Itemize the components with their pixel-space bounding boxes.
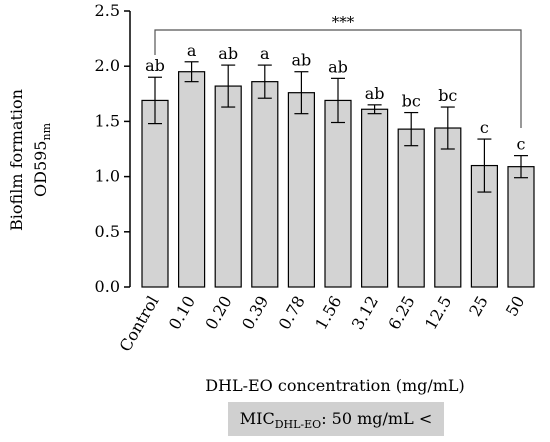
- y-tick-label: 1.5: [95, 111, 120, 130]
- bar: [287, 92, 315, 288]
- letter-label: bc: [402, 92, 421, 111]
- letter-label: ab: [218, 44, 238, 63]
- x-tick-label: 0.10: [165, 293, 199, 333]
- x-axis-label: DHL-EO concentration (mg/mL): [205, 376, 465, 395]
- x-tick-labels: Control 0.10 0.20 0.39 0.78 1.56 3.12 6.25 12.5 2…: [116, 293, 529, 355]
- y-axis-label-sub: nm: [40, 122, 53, 140]
- x-tick-label: 12.5: [421, 293, 455, 333]
- bar: [434, 127, 462, 288]
- letter-label: c: [480, 118, 489, 137]
- y-tick-label: 0.5: [95, 222, 120, 241]
- y-axis-label-main: OD595: [31, 141, 50, 197]
- y-tick-label: 0.0: [95, 277, 120, 296]
- letter-label: ab: [328, 57, 348, 76]
- letter-label: a: [260, 44, 270, 63]
- bracket-line: [154, 29, 522, 128]
- y-axis-label-line1: Biofilm formation: [7, 89, 26, 231]
- bar: [507, 166, 535, 288]
- bar: [251, 81, 279, 288]
- error-bars: [148, 61, 528, 193]
- letter-label: ab: [365, 84, 385, 103]
- mic-note-main: MIC: [239, 409, 275, 428]
- significance-bracket: ***: [154, 13, 522, 128]
- x-tick-label: 25: [465, 293, 492, 320]
- mic-note: MICDHL-EO: 50 mg/mL <: [228, 402, 444, 436]
- x-tick-label: 0.78: [275, 293, 309, 333]
- bar: [361, 108, 389, 288]
- x-tick-label: 6.25: [384, 293, 418, 333]
- x-tick-label: Control: [116, 293, 163, 355]
- bar: [178, 71, 206, 288]
- bar: [214, 85, 242, 288]
- mic-note-sub: DHL-EO: [274, 418, 322, 432]
- y-tick-label: 1.0: [95, 167, 120, 186]
- letter-label: bc: [438, 86, 457, 105]
- bar: [324, 99, 352, 288]
- x-tick-label: 1.56: [311, 293, 345, 333]
- x-tick-label: 0.39: [238, 293, 272, 333]
- letter-label: ab: [145, 56, 165, 75]
- x-tick-label: 3.12: [348, 293, 382, 333]
- mic-note-rest: : 50 mg/mL <: [321, 409, 433, 428]
- bar: [397, 128, 425, 288]
- letter-label: a: [187, 41, 197, 60]
- letter-label: c: [517, 135, 526, 154]
- x-tick-label: 0.20: [201, 293, 235, 333]
- x-tick-label: 50: [502, 293, 529, 320]
- y-axis: 0.0 0.5 1.0 1.5 2.0 2.5: [95, 1, 131, 296]
- y-tick-label: 2.0: [95, 56, 120, 75]
- letter-label: ab: [292, 51, 312, 70]
- bars: [141, 71, 535, 288]
- significance-stars: ***: [332, 13, 355, 31]
- bar: [141, 99, 169, 288]
- y-axis-label-line2: OD595nm: [31, 122, 53, 197]
- y-tick-label: 2.5: [95, 1, 120, 20]
